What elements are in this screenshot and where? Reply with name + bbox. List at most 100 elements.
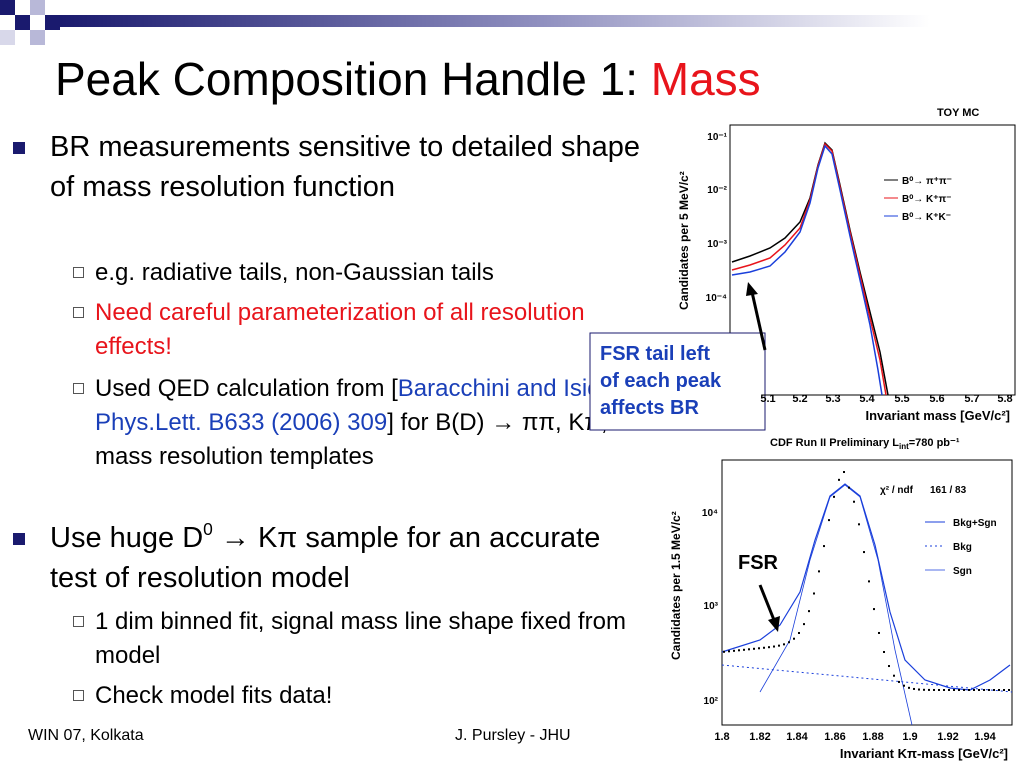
data-point [988, 689, 990, 691]
x-tick-label: 1.92 [937, 731, 958, 743]
x-tick-label: 1.84 [786, 731, 808, 743]
data-point [743, 648, 745, 651]
slide-title: Peak Composition Handle 1: Mass [55, 52, 761, 106]
legend-label: Bkg [953, 542, 972, 553]
bullet-text: BR measurements sensitive to detailed sh… [50, 131, 640, 203]
data-point [968, 689, 970, 691]
sub-bullet-text: Check model fits data! [95, 682, 333, 709]
data-point [883, 650, 885, 653]
arrow [758, 584, 776, 621]
data-point [908, 686, 910, 689]
data-point [888, 665, 890, 668]
sub-bullet-text: Used QED calculation from [ [95, 375, 398, 402]
bullet-text: 0 [203, 518, 213, 539]
data-point [828, 519, 830, 522]
data-point [783, 643, 785, 646]
data-point [953, 688, 955, 691]
title-text: Peak Composition Handle 1: [55, 53, 651, 105]
legend-label: B⁰→ K⁺K⁻ [902, 212, 951, 223]
data-point [788, 641, 790, 644]
x-tick-label: 5.1 [760, 393, 775, 405]
y-tick-label: 10⁴ [702, 508, 718, 519]
data-point [813, 592, 815, 595]
x-tick-label: 5.7 [964, 393, 979, 405]
data-point [818, 570, 820, 573]
data-point [868, 580, 870, 583]
curve [731, 144, 883, 396]
data-point [808, 610, 810, 613]
data-point [723, 650, 725, 653]
x-tick-label: 1.82 [749, 731, 770, 743]
y-tick-label: 10⁻² [707, 185, 727, 196]
data-point [1003, 689, 1005, 691]
data-point [943, 688, 945, 691]
data-point [873, 608, 875, 611]
legend-label: Sgn [953, 566, 972, 577]
x-tick-label: 1.9 [902, 731, 917, 743]
y-axis-label: Candidates per 5 MeV/c² [677, 171, 691, 310]
data-point [993, 689, 995, 691]
y-tick-label: 10² [704, 696, 719, 707]
data-point [763, 646, 765, 649]
bullet: BR measurements sensitive to detailed sh… [13, 127, 650, 207]
curve [721, 664, 1013, 693]
data-point [838, 478, 840, 481]
data-point [768, 646, 770, 649]
sub-bullet: Check model fits data! [73, 679, 660, 713]
plot-title-rest: =780 pb⁻¹ [909, 437, 960, 449]
data-point [823, 545, 825, 548]
sub-bullet-text: Need careful parameterization of all res… [95, 299, 585, 360]
x-tick-label: 1.94 [974, 731, 996, 743]
decor-square [0, 0, 15, 15]
callout-text: FSR tail left of each peak affects BR [600, 343, 722, 419]
reference-link: Baracchini and Isidori, Phys.Lett. B633 … [95, 375, 634, 436]
data-point [733, 649, 735, 652]
data-point [758, 647, 760, 650]
data-point [833, 495, 835, 498]
data-point [998, 689, 1000, 691]
data-point [933, 688, 935, 691]
data-point [918, 688, 920, 691]
arrow-head [768, 616, 780, 632]
curve [721, 483, 1011, 691]
x-tick-label: 5.4 [859, 393, 875, 405]
bullet: Use huge D0 → Kπ sample for an accurate … [13, 518, 650, 598]
sub-bullet-text: e.g. radiative tails, non-Gaussian tails [95, 259, 494, 286]
data-point [903, 684, 905, 687]
arrow [750, 291, 767, 351]
data-point [923, 688, 925, 691]
data-point [938, 688, 940, 691]
sub-bullet-text: 1 dim binned fit, signal mass line shape… [95, 608, 626, 669]
sub-bullet: e.g. radiative tails, non-Gaussian tails [73, 256, 660, 290]
legend-label: B⁰→ π⁺π⁻ [902, 176, 952, 187]
y-tick-label: 10⁻³ [707, 239, 727, 250]
bullet-text: Use huge D [50, 522, 204, 554]
data-point [848, 486, 850, 489]
data-point [803, 623, 805, 626]
data-point [878, 631, 880, 634]
title-highlight: Mass [650, 53, 761, 105]
data-point [898, 680, 900, 683]
data-point [748, 648, 750, 651]
x-tick-label: 5.5 [894, 393, 909, 405]
data-point [958, 688, 960, 691]
data-point [913, 687, 915, 690]
y-axis-label: Candidates per 1.5 MeV/c² [669, 511, 683, 660]
plot-frame [729, 124, 1016, 396]
decor-bar [60, 15, 930, 27]
data-point [858, 523, 860, 526]
x-tick-label: 5.8 [997, 393, 1012, 405]
x-tick-label: 1.8 [714, 731, 729, 743]
data-point [853, 500, 855, 503]
data-point [863, 551, 865, 554]
arrow-head [746, 282, 758, 296]
curve [731, 142, 887, 396]
x-axis-label: Invariant mass [GeV/c²] [866, 408, 1011, 423]
sub-bullet: 1 dim binned fit, signal mass line shape… [73, 605, 660, 673]
data-point [738, 649, 740, 652]
data-point [948, 688, 950, 691]
y-tick-label: 10³ [704, 601, 719, 612]
data-point [983, 689, 985, 691]
data-point [1008, 689, 1010, 691]
